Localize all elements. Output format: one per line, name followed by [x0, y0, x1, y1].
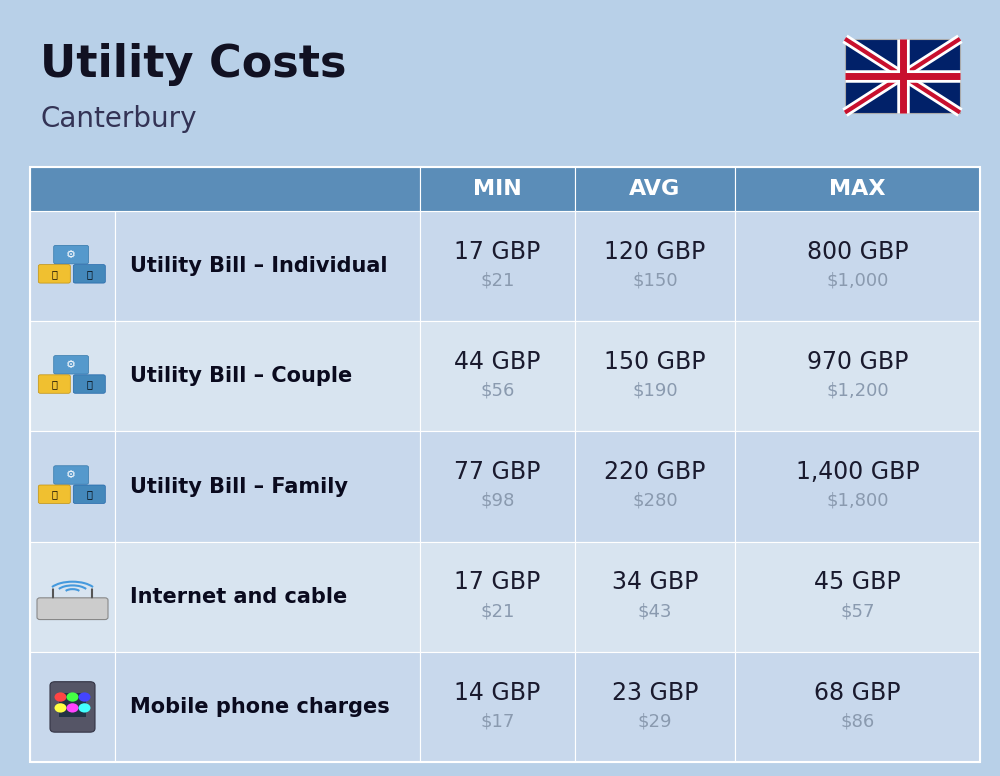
Text: $1,800: $1,800 — [826, 492, 889, 510]
Text: $43: $43 — [638, 602, 672, 620]
Text: $1,200: $1,200 — [826, 382, 889, 400]
Bar — [30, 652, 115, 762]
Bar — [575, 211, 735, 321]
Bar — [735, 652, 980, 762]
Text: $1,000: $1,000 — [826, 272, 889, 289]
Text: 77 GBP: 77 GBP — [454, 460, 541, 484]
Text: 🔌: 🔌 — [51, 489, 57, 499]
FancyBboxPatch shape — [50, 681, 95, 733]
FancyBboxPatch shape — [54, 466, 89, 484]
Text: $21: $21 — [480, 602, 515, 620]
Bar — [735, 321, 980, 431]
Bar — [420, 321, 575, 431]
Text: 1,400 GBP: 1,400 GBP — [796, 460, 919, 484]
Bar — [735, 431, 980, 542]
Circle shape — [55, 703, 67, 712]
Bar — [115, 431, 420, 542]
Bar — [115, 321, 420, 431]
Bar — [115, 542, 420, 652]
Bar — [420, 652, 575, 762]
Text: Canterbury: Canterbury — [40, 105, 196, 133]
Bar — [575, 652, 735, 762]
Bar — [30, 211, 115, 321]
Text: 🔌: 🔌 — [51, 268, 57, 279]
Bar — [30, 431, 115, 542]
Text: 150 GBP: 150 GBP — [604, 350, 706, 374]
Text: Internet and cable: Internet and cable — [130, 587, 347, 607]
Text: $98: $98 — [480, 492, 515, 510]
Bar — [30, 321, 115, 431]
Text: 970 GBP: 970 GBP — [807, 350, 908, 374]
FancyBboxPatch shape — [73, 375, 105, 393]
Text: 220 GBP: 220 GBP — [604, 460, 706, 484]
Text: 120 GBP: 120 GBP — [604, 240, 706, 264]
Text: 34 GBP: 34 GBP — [612, 570, 698, 594]
Text: ⚙: ⚙ — [66, 360, 76, 370]
Bar — [30, 167, 980, 762]
FancyBboxPatch shape — [54, 355, 89, 374]
Bar — [420, 431, 575, 542]
Text: MIN: MIN — [473, 179, 522, 199]
Text: 17 GBP: 17 GBP — [454, 570, 541, 594]
Bar — [845, 39, 960, 113]
Text: 🔧: 🔧 — [86, 489, 92, 499]
Text: ⚙: ⚙ — [66, 470, 76, 480]
Text: Utility Costs: Utility Costs — [40, 43, 347, 85]
FancyBboxPatch shape — [54, 245, 89, 264]
Text: 23 GBP: 23 GBP — [612, 681, 698, 705]
Text: 44 GBP: 44 GBP — [454, 350, 541, 374]
Bar — [420, 211, 575, 321]
Bar — [735, 542, 980, 652]
Bar — [420, 167, 575, 211]
Circle shape — [67, 692, 79, 702]
Bar — [115, 652, 420, 762]
Bar — [30, 167, 420, 211]
Bar — [575, 321, 735, 431]
Text: $21: $21 — [480, 272, 515, 289]
Bar — [59, 693, 86, 716]
Bar — [30, 542, 115, 652]
Circle shape — [67, 703, 79, 712]
Text: MAX: MAX — [829, 179, 886, 199]
Text: Utility Bill – Family: Utility Bill – Family — [130, 476, 348, 497]
Bar — [735, 211, 980, 321]
Circle shape — [55, 692, 67, 702]
Circle shape — [78, 703, 90, 712]
Text: 🔌: 🔌 — [51, 379, 57, 389]
Text: $57: $57 — [840, 602, 875, 620]
FancyBboxPatch shape — [37, 598, 108, 619]
Text: 14 GBP: 14 GBP — [454, 681, 541, 705]
Text: Utility Bill – Couple: Utility Bill – Couple — [130, 366, 352, 386]
FancyBboxPatch shape — [38, 485, 70, 504]
FancyBboxPatch shape — [38, 265, 70, 283]
FancyBboxPatch shape — [38, 375, 70, 393]
Bar — [575, 431, 735, 542]
Text: $190: $190 — [632, 382, 678, 400]
Text: $150: $150 — [632, 272, 678, 289]
Text: 68 GBP: 68 GBP — [814, 681, 901, 705]
Text: 800 GBP: 800 GBP — [807, 240, 908, 264]
Text: $56: $56 — [480, 382, 515, 400]
Text: ⚙: ⚙ — [66, 250, 76, 260]
Bar — [575, 167, 735, 211]
Bar — [115, 211, 420, 321]
Bar — [575, 542, 735, 652]
Text: $280: $280 — [632, 492, 678, 510]
Text: 45 GBP: 45 GBP — [814, 570, 901, 594]
Text: Mobile phone charges: Mobile phone charges — [130, 697, 390, 717]
Text: 🔧: 🔧 — [86, 379, 92, 389]
Text: $29: $29 — [638, 712, 672, 730]
Text: $17: $17 — [480, 712, 515, 730]
Text: $86: $86 — [840, 712, 875, 730]
Bar — [735, 167, 980, 211]
Text: Utility Bill – Individual: Utility Bill – Individual — [130, 256, 388, 276]
Bar — [420, 542, 575, 652]
Text: 🔧: 🔧 — [86, 268, 92, 279]
Text: 17 GBP: 17 GBP — [454, 240, 541, 264]
Text: AVG: AVG — [629, 179, 681, 199]
FancyBboxPatch shape — [73, 485, 105, 504]
Circle shape — [78, 692, 90, 702]
FancyBboxPatch shape — [73, 265, 105, 283]
